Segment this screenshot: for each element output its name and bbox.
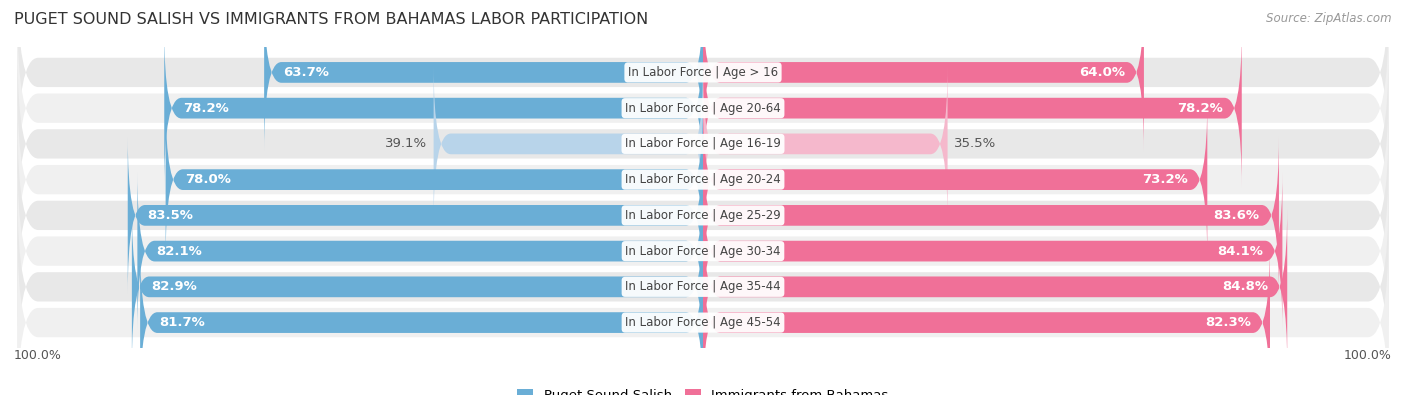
FancyBboxPatch shape — [17, 87, 1389, 272]
FancyBboxPatch shape — [17, 194, 1389, 380]
FancyBboxPatch shape — [703, 244, 1270, 395]
Text: In Labor Force | Age > 16: In Labor Force | Age > 16 — [628, 66, 778, 79]
Text: 78.2%: 78.2% — [1177, 102, 1222, 115]
FancyBboxPatch shape — [128, 136, 703, 294]
Text: 83.5%: 83.5% — [148, 209, 193, 222]
Text: 100.0%: 100.0% — [1344, 350, 1392, 362]
FancyBboxPatch shape — [17, 230, 1389, 395]
FancyBboxPatch shape — [703, 136, 1279, 294]
FancyBboxPatch shape — [703, 65, 948, 223]
Text: 78.0%: 78.0% — [186, 173, 231, 186]
FancyBboxPatch shape — [703, 101, 1208, 259]
FancyBboxPatch shape — [703, 29, 1241, 187]
Text: 64.0%: 64.0% — [1078, 66, 1125, 79]
Text: 82.1%: 82.1% — [156, 245, 202, 258]
Text: Source: ZipAtlas.com: Source: ZipAtlas.com — [1267, 12, 1392, 25]
Legend: Puget Sound Salish, Immigrants from Bahamas: Puget Sound Salish, Immigrants from Baha… — [512, 384, 894, 395]
Text: In Labor Force | Age 20-64: In Labor Force | Age 20-64 — [626, 102, 780, 115]
Text: PUGET SOUND SALISH VS IMMIGRANTS FROM BAHAMAS LABOR PARTICIPATION: PUGET SOUND SALISH VS IMMIGRANTS FROM BA… — [14, 12, 648, 27]
FancyBboxPatch shape — [17, 158, 1389, 344]
FancyBboxPatch shape — [703, 172, 1282, 330]
FancyBboxPatch shape — [433, 65, 703, 223]
Text: 100.0%: 100.0% — [14, 350, 62, 362]
Text: 78.2%: 78.2% — [184, 102, 229, 115]
FancyBboxPatch shape — [165, 29, 703, 187]
Text: In Labor Force | Age 20-24: In Labor Force | Age 20-24 — [626, 173, 780, 186]
Text: 84.1%: 84.1% — [1218, 245, 1263, 258]
FancyBboxPatch shape — [17, 123, 1389, 308]
Text: In Labor Force | Age 25-29: In Labor Force | Age 25-29 — [626, 209, 780, 222]
FancyBboxPatch shape — [703, 208, 1288, 366]
Text: 82.3%: 82.3% — [1205, 316, 1251, 329]
Text: 82.9%: 82.9% — [152, 280, 197, 293]
Text: In Labor Force | Age 30-34: In Labor Force | Age 30-34 — [626, 245, 780, 258]
FancyBboxPatch shape — [264, 0, 703, 151]
Text: 83.6%: 83.6% — [1213, 209, 1260, 222]
Text: In Labor Force | Age 16-19: In Labor Force | Age 16-19 — [626, 137, 780, 150]
Text: 73.2%: 73.2% — [1142, 173, 1188, 186]
Text: 63.7%: 63.7% — [284, 66, 329, 79]
FancyBboxPatch shape — [17, 0, 1389, 165]
Text: 81.7%: 81.7% — [159, 316, 205, 329]
FancyBboxPatch shape — [166, 101, 703, 259]
FancyBboxPatch shape — [132, 208, 703, 366]
FancyBboxPatch shape — [17, 51, 1389, 237]
FancyBboxPatch shape — [138, 172, 703, 330]
Text: 39.1%: 39.1% — [385, 137, 427, 150]
FancyBboxPatch shape — [703, 0, 1144, 151]
FancyBboxPatch shape — [141, 244, 703, 395]
Text: 35.5%: 35.5% — [955, 137, 997, 150]
Text: 84.8%: 84.8% — [1222, 280, 1268, 293]
Text: In Labor Force | Age 35-44: In Labor Force | Age 35-44 — [626, 280, 780, 293]
Text: In Labor Force | Age 45-54: In Labor Force | Age 45-54 — [626, 316, 780, 329]
FancyBboxPatch shape — [17, 15, 1389, 201]
